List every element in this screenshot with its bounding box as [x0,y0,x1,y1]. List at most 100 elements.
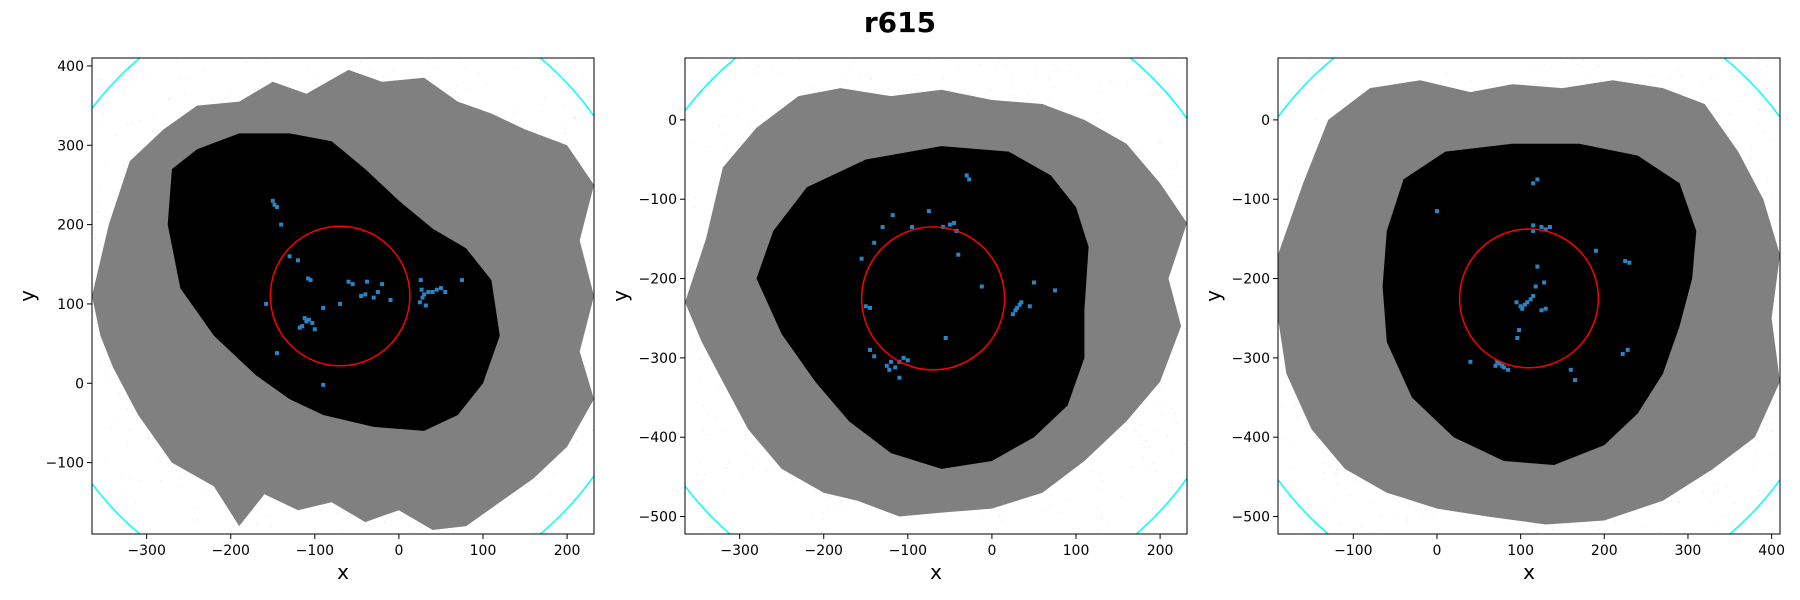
data-point [1531,228,1536,233]
inner-circle [860,226,1006,371]
data-point [388,298,393,302]
x-tick-label: 200 [1147,543,1174,559]
y-axis-label: y [608,290,632,302]
data-point [1573,378,1577,383]
data-point [897,375,902,380]
data-point [1497,361,1502,366]
data-point [1019,300,1024,305]
y-tick-label: −100 [639,192,677,208]
data-point [1517,328,1521,333]
data-point [1535,264,1540,269]
x-axis-label: x [1523,560,1535,584]
data-point [321,305,326,310]
data-point [1620,351,1625,356]
data-point [443,290,448,294]
data-point [1543,227,1548,232]
data-point [947,222,952,227]
data-point [956,252,961,257]
y-axis-label: y [1201,290,1225,302]
y-tick-label: −100 [46,456,84,472]
plot-area [1278,58,1780,534]
data-point [279,222,284,227]
data-point [1053,288,1057,293]
data-point [275,351,279,356]
data-point [1542,280,1547,285]
data-point [363,292,368,297]
x-tick-label: −200 [805,543,843,559]
data-point [1027,304,1032,309]
x-tick-label: 200 [554,543,581,559]
plot-frame [91,57,595,535]
data-point [1495,359,1500,364]
inner-region [756,146,1089,469]
data-point [868,305,872,310]
data-point [371,295,376,300]
data-point [375,290,380,294]
data-point [979,284,984,289]
x-tick-label: 100 [1507,543,1534,559]
data-point [420,295,425,300]
y-tick-label: −500 [639,510,677,526]
data-point [1468,359,1473,364]
data-point [880,225,885,229]
data-point [312,327,317,332]
data-point [1623,259,1628,264]
data-point [419,287,424,292]
y-tick-label: 300 [57,138,84,154]
y-tick-label: 200 [57,218,84,234]
data-point [308,278,313,283]
data-point [1531,223,1536,228]
y-tick-label: −400 [1232,430,1270,446]
x-tick-label: 200 [1591,543,1618,559]
data-point [901,355,906,360]
data-point [1017,302,1022,307]
data-point [1518,304,1523,309]
inner-region [1382,143,1697,465]
data-point [1015,305,1020,310]
data-point [338,301,343,306]
plot-frame [1277,57,1781,535]
data-point [1514,300,1519,305]
data-point [365,279,369,284]
data-point [1525,300,1530,305]
data-point [1010,312,1015,317]
data-point [346,279,351,284]
x-tick-label: 300 [1675,543,1702,559]
y-tick-label: −100 [1232,192,1270,208]
y-tick-label: −200 [639,272,677,288]
data-point [967,177,972,182]
y-axis-label: y [15,290,39,302]
data-point [1501,365,1506,370]
data-point [439,286,443,291]
data-point [423,303,428,308]
y-tick-label: −200 [1232,272,1270,288]
x-tick-label: 100 [470,543,497,559]
data-point [275,205,279,210]
x-tick-label: 100 [1063,543,1090,559]
y-tick-label: 0 [668,113,677,129]
data-point [418,278,423,283]
data-point [1013,308,1018,313]
data-point [887,367,892,372]
x-axis-label: x [337,560,349,584]
data-point [1539,308,1544,313]
data-point [1515,336,1520,340]
data-point [884,363,889,368]
data-point [1032,280,1036,285]
x-tick-label: −300 [720,543,758,559]
data-point [1593,248,1598,253]
data-point [306,276,311,281]
panel-2: −300 −200 −100 0 100 200 −500 −400 −300 −200 −100 0… [608,57,1188,584]
data-point [302,316,307,321]
y-tick-label: 100 [57,297,84,313]
data-point [1539,225,1544,229]
data-point [1547,225,1552,229]
data-point [1531,181,1536,186]
panel-3: −100 0 100 200 300 400 −500 −400 −300 −200 −100 0 x y [1201,57,1785,584]
data-point [359,294,364,298]
data-point [1568,367,1573,372]
y-tick-label: −500 [1232,510,1270,526]
data-point [460,278,464,283]
x-tick-label: −200 [212,543,250,559]
